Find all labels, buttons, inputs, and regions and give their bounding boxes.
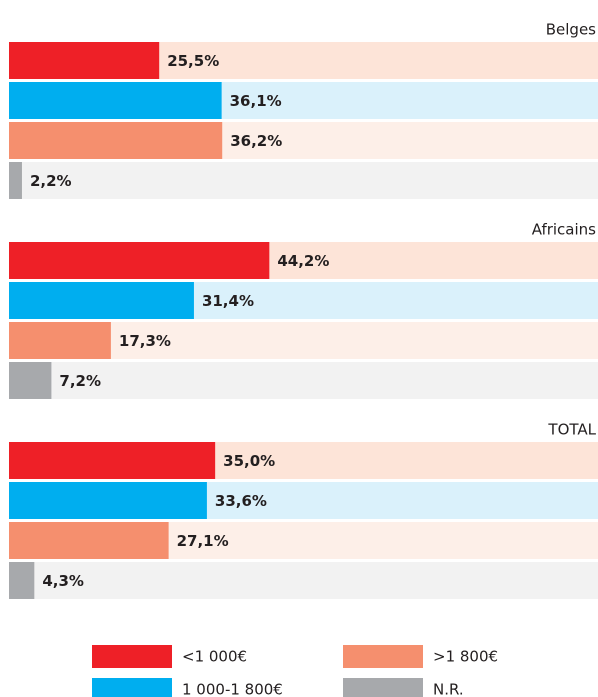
data-label: 35,0% xyxy=(223,452,275,470)
bar xyxy=(9,42,160,79)
data-label: 27,1% xyxy=(177,532,229,550)
data-label: 31,4% xyxy=(202,292,254,310)
bar xyxy=(9,82,222,119)
bar xyxy=(9,522,169,559)
bar xyxy=(9,162,22,199)
bar xyxy=(9,122,223,159)
legend-label: <1 000€ xyxy=(182,648,247,666)
bar-background xyxy=(9,562,598,599)
legend-label: >1 800€ xyxy=(433,648,498,666)
legend-swatch xyxy=(343,645,423,668)
legend-swatch xyxy=(92,645,172,668)
group-label: Belges xyxy=(546,21,596,39)
data-label: 4,3% xyxy=(42,572,84,590)
legend-swatch xyxy=(343,678,423,697)
group-label: TOTAL xyxy=(547,421,596,439)
bar xyxy=(9,562,35,599)
data-label: 36,1% xyxy=(230,92,282,110)
legend-label: 1 000-1 800€ xyxy=(182,681,283,697)
legend-swatch xyxy=(92,678,172,697)
data-label: 36,2% xyxy=(230,132,282,150)
data-label: 2,2% xyxy=(30,172,72,190)
data-label: 17,3% xyxy=(119,332,171,350)
bar xyxy=(9,282,194,319)
bar xyxy=(9,322,111,359)
group-label: Africains xyxy=(532,221,596,239)
data-label: 7,2% xyxy=(59,372,101,390)
data-label: 44,2% xyxy=(277,252,329,270)
legend-label: N.R. xyxy=(433,681,464,697)
bar xyxy=(9,362,52,399)
bar xyxy=(9,442,216,479)
bar-background xyxy=(9,162,598,199)
bar-background xyxy=(9,362,598,399)
bar xyxy=(9,242,270,279)
bar xyxy=(9,482,207,519)
data-label: 25,5% xyxy=(167,52,219,70)
data-label: 33,6% xyxy=(215,492,267,510)
